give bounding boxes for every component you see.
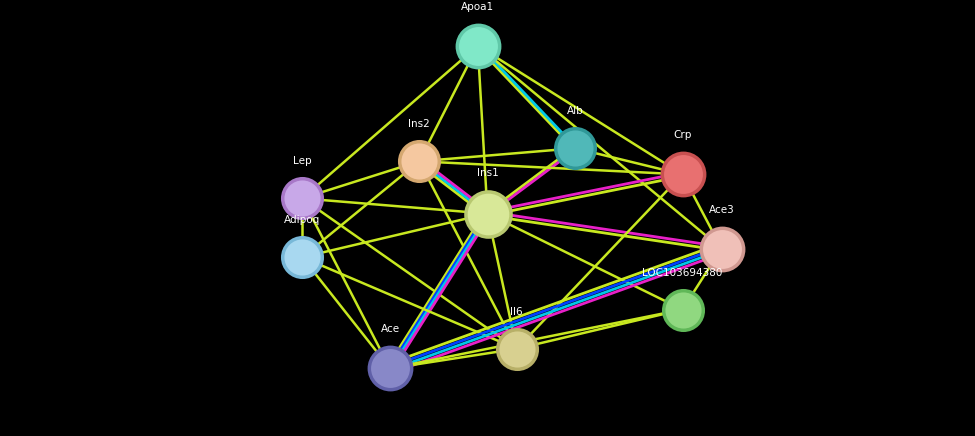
Point bbox=[382, 365, 398, 372]
Point bbox=[675, 306, 690, 313]
Text: Ace3: Ace3 bbox=[709, 204, 734, 215]
Point bbox=[567, 145, 583, 152]
Text: Ace: Ace bbox=[380, 324, 400, 334]
Text: Ins2: Ins2 bbox=[409, 119, 430, 129]
Point bbox=[675, 171, 690, 178]
Point bbox=[294, 254, 310, 261]
Point bbox=[675, 306, 690, 313]
Text: Alb: Alb bbox=[566, 106, 584, 116]
Text: Ins1: Ins1 bbox=[477, 167, 498, 177]
Text: Apoa1: Apoa1 bbox=[461, 2, 494, 12]
Point bbox=[714, 245, 729, 252]
Point bbox=[509, 345, 525, 352]
Text: Crp: Crp bbox=[674, 130, 691, 140]
Text: Lep: Lep bbox=[292, 157, 312, 167]
Point bbox=[714, 245, 729, 252]
Point bbox=[294, 195, 310, 202]
Point bbox=[470, 42, 486, 49]
Point bbox=[294, 254, 310, 261]
Text: Il6: Il6 bbox=[511, 307, 523, 317]
Point bbox=[470, 42, 486, 49]
Point bbox=[480, 210, 495, 217]
Point bbox=[294, 195, 310, 202]
Point bbox=[675, 171, 690, 178]
Point bbox=[509, 345, 525, 352]
Point bbox=[411, 158, 427, 165]
Point bbox=[567, 145, 583, 152]
Point bbox=[411, 158, 427, 165]
Point bbox=[382, 365, 398, 372]
Text: Adipoq: Adipoq bbox=[284, 215, 321, 225]
Text: LOC103694380: LOC103694380 bbox=[643, 268, 722, 278]
Point bbox=[480, 210, 495, 217]
